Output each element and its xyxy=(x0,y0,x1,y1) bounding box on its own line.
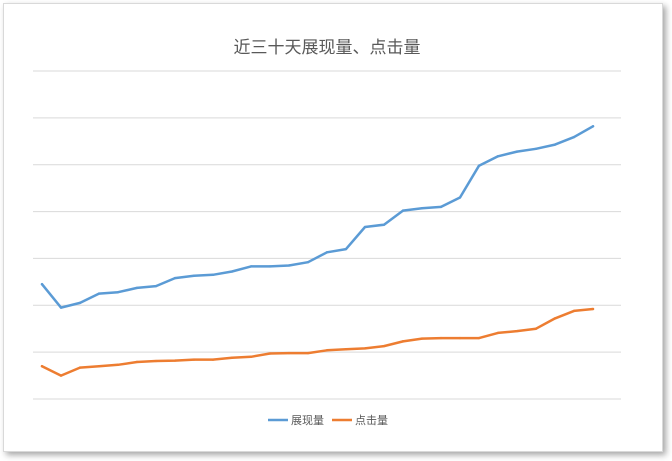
chart-frame xyxy=(3,3,663,452)
series-1-point xyxy=(230,270,234,273)
legend-label-series-1: 展现量 xyxy=(291,414,324,427)
series-1-point xyxy=(268,265,272,268)
series-1-point xyxy=(382,223,386,226)
series-1-point xyxy=(306,260,310,264)
series-line-2 xyxy=(40,307,595,377)
series-1-point xyxy=(97,292,101,295)
series-1-point xyxy=(173,276,177,280)
series-1-point xyxy=(192,274,196,277)
series-2-point xyxy=(97,365,101,368)
series-2-point xyxy=(173,359,177,362)
series-1-point xyxy=(344,247,348,251)
legend-label-series-2: 点击量 xyxy=(355,414,388,427)
series-1-point xyxy=(515,150,519,153)
series-2-point xyxy=(401,340,405,343)
series-1-point xyxy=(439,205,443,209)
series-1-point xyxy=(363,225,367,229)
series-2-point xyxy=(268,352,272,355)
series-1-point xyxy=(420,207,424,210)
series-2-point xyxy=(78,366,82,369)
series-1-point xyxy=(553,143,557,146)
series-2-point xyxy=(135,360,139,364)
series-2-point xyxy=(534,327,538,330)
series-2-point xyxy=(382,344,386,348)
series-2-point xyxy=(116,363,120,366)
series-1-point xyxy=(116,290,120,294)
series-1-point xyxy=(287,264,291,267)
series-1-point xyxy=(458,196,462,199)
series-2-point xyxy=(344,348,348,351)
series-2-point xyxy=(211,358,215,361)
series-2-point xyxy=(287,351,291,355)
series-line-1 xyxy=(40,125,595,309)
series-1-point xyxy=(496,155,500,158)
series-1-point xyxy=(211,273,215,277)
series-1-point xyxy=(534,147,538,150)
series-2-point xyxy=(59,374,63,377)
series-2-point xyxy=(458,336,462,340)
legend: 展现量 点击量 xyxy=(268,414,388,427)
series-2-point xyxy=(515,329,519,333)
series-2-point xyxy=(154,359,158,363)
series-1-point xyxy=(249,265,253,268)
grid-lines xyxy=(33,70,621,400)
series-2-point xyxy=(420,337,424,340)
series-2-point xyxy=(553,317,557,320)
series-1-point xyxy=(591,125,595,128)
series-1-point xyxy=(477,164,481,167)
series-2-point xyxy=(306,351,310,355)
series-2-point xyxy=(496,331,500,335)
series-lines xyxy=(40,125,595,377)
series-2-point xyxy=(591,307,595,311)
chart-title: 近三十天展现量、点击量 xyxy=(234,38,421,58)
series-2-point xyxy=(325,349,329,352)
series-1-point xyxy=(572,135,576,139)
series-1-point xyxy=(135,286,139,290)
series-1-point xyxy=(40,283,44,286)
series-2-point xyxy=(477,336,481,340)
series-2-point xyxy=(249,355,253,359)
series-2-point xyxy=(363,347,367,350)
series-1-point xyxy=(78,301,82,305)
series-2-point xyxy=(439,336,443,340)
series-1-point xyxy=(59,306,63,309)
series-1-point xyxy=(325,251,329,254)
series-2-point xyxy=(572,309,576,313)
series-2-point xyxy=(40,365,44,368)
series-1-point xyxy=(154,284,158,288)
series-2-point xyxy=(230,356,234,359)
series-1-point xyxy=(401,209,405,212)
series-2-point xyxy=(192,358,196,361)
